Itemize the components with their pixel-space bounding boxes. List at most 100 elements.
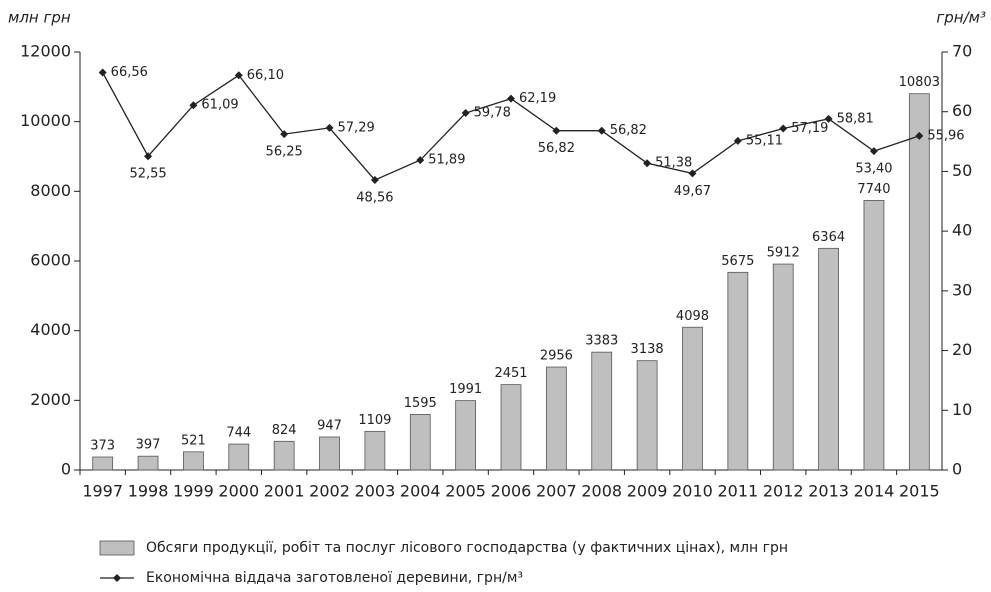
y-tick-label: 6000: [30, 251, 71, 270]
bar-label: 6364: [812, 230, 845, 245]
y-tick-label: 2000: [30, 390, 71, 409]
bar: [319, 436, 340, 471]
x-tick-label: 2013: [808, 482, 849, 501]
line-label: 51,89: [428, 153, 465, 168]
bar-label: 397: [136, 438, 161, 453]
line-marker: [643, 159, 652, 168]
bar-label: 521: [181, 433, 206, 448]
line-marker: [915, 131, 924, 140]
x-tick-label: 2010: [672, 482, 713, 501]
y2-tick-label: 60: [952, 101, 972, 120]
bar: [727, 271, 749, 471]
bar-label: 3383: [585, 334, 618, 349]
x-tick-label: 2014: [854, 482, 895, 501]
y2-tick-label: 50: [952, 161, 972, 180]
x-tick-label: 1998: [128, 482, 169, 501]
line-label: 55,96: [927, 128, 964, 143]
x-tick-label: 2007: [536, 482, 577, 501]
x-tick-label: 2001: [264, 482, 305, 501]
line-marker: [416, 156, 425, 165]
bar: [137, 455, 159, 471]
x-tick-label: 2008: [581, 482, 622, 501]
y2-axis-label: грн/м³: [936, 9, 986, 27]
bar: [364, 430, 386, 471]
bar: [636, 360, 658, 471]
y2-tick-label: 0: [952, 460, 962, 479]
bar: [908, 93, 930, 471]
line-marker: [779, 124, 788, 133]
line-label: 59,78: [474, 106, 511, 121]
line-marker: [461, 109, 470, 118]
bar: [500, 384, 522, 471]
line-label: 66,10: [247, 68, 284, 83]
bar: [92, 456, 114, 471]
line-label: 62,19: [519, 91, 556, 106]
line-marker: [234, 71, 243, 80]
x-tick-label: 2015: [899, 482, 940, 501]
line-marker: [98, 68, 107, 77]
x-tick-label: 2004: [400, 482, 441, 501]
bar-label: 744: [226, 426, 251, 441]
x-tick-label: 2009: [627, 482, 668, 501]
bar-label: 5912: [767, 246, 800, 261]
bar: [863, 199, 885, 471]
bar-label: 10803: [899, 75, 940, 90]
y2-tick-label: 40: [952, 221, 972, 240]
line-marker: [507, 94, 515, 103]
bar-label: 1991: [449, 382, 482, 397]
line-marker: [824, 114, 833, 123]
legend-marker: [113, 574, 121, 582]
x-tick-label: 2002: [309, 482, 350, 501]
line-label: 49,67: [674, 184, 711, 199]
bar-label: 824: [272, 423, 297, 438]
y2-tick-label: 30: [952, 280, 972, 299]
line-marker: [325, 123, 334, 132]
x-tick-label: 2003: [355, 482, 396, 501]
line-marker: [733, 136, 742, 145]
bar: [409, 414, 431, 471]
legend-label: Обсяги продукції, робіт та послуг лісово…: [146, 540, 788, 556]
legend-label: Економічна віддача заготовленої деревини…: [146, 570, 523, 586]
y2-tick-label: 70: [952, 42, 972, 61]
line-marker: [370, 176, 379, 185]
line-label: 48,56: [356, 191, 393, 206]
x-tick-label: 1997: [82, 482, 123, 501]
x-tick-label: 2005: [445, 482, 486, 501]
line-label: 56,82: [538, 141, 575, 156]
bar: [818, 247, 839, 471]
bar: [455, 400, 477, 471]
bar-label: 1109: [358, 413, 391, 428]
line-label: 66,56: [111, 65, 148, 80]
bar-label: 2451: [494, 366, 527, 381]
line-marker: [144, 152, 153, 161]
line-marker: [280, 130, 289, 139]
y-tick-label: 10000: [20, 111, 71, 130]
x-tick-label: 2011: [717, 482, 758, 501]
x-tick-label: 1999: [173, 482, 214, 501]
line-label: 53,40: [855, 162, 892, 177]
bar: [682, 326, 703, 471]
line-marker: [552, 126, 561, 135]
bar-label: 4098: [676, 309, 709, 324]
line-label: 51,38: [655, 156, 692, 171]
bar-label: 2956: [540, 349, 573, 364]
bar: [183, 451, 204, 471]
bar-label: 5675: [721, 254, 754, 269]
bar: [545, 366, 567, 471]
bar: [772, 263, 794, 471]
bar-label: 373: [90, 439, 115, 454]
bar-label: 3138: [631, 342, 664, 357]
line-label: 56,82: [610, 123, 647, 138]
y-tick-label: 8000: [30, 181, 71, 200]
y-axis-label: млн грн: [8, 9, 71, 27]
y2-tick-label: 20: [952, 340, 972, 359]
y-tick-label: 0: [61, 460, 71, 479]
legend-swatch: [99, 540, 135, 556]
line-label: 57,19: [791, 121, 828, 136]
y2-tick-label: 10: [952, 400, 972, 419]
line-marker: [189, 101, 198, 110]
bar: [273, 440, 295, 471]
bar-label: 7740: [857, 182, 890, 197]
line-marker: [597, 126, 606, 135]
